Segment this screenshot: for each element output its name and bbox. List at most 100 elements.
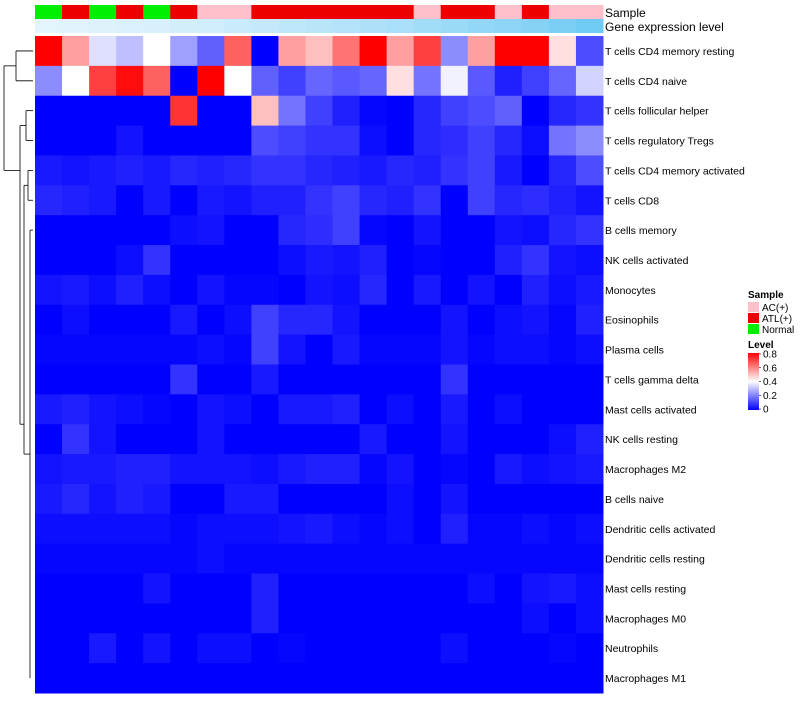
- heatmap-cell: [62, 245, 90, 276]
- heatmap-cell: [35, 603, 63, 634]
- heatmap-cell: [278, 334, 306, 365]
- heatmap-cell: [305, 603, 334, 634]
- heatmap-cell: [35, 245, 63, 276]
- sample-annotation-cell: [575, 5, 604, 19]
- heatmap-cell: [35, 155, 63, 186]
- heatmap-cell: [62, 334, 90, 365]
- heatmap-cell: [494, 245, 523, 276]
- heatmap-cell: [89, 125, 117, 156]
- heatmap-cell: [386, 573, 415, 604]
- heatmap-cell: [332, 304, 361, 336]
- heatmap-cell: [197, 364, 225, 395]
- heatmap-cell: [332, 155, 361, 186]
- heatmap-cell: [494, 483, 523, 515]
- heatmap-cell: [440, 65, 469, 97]
- heatmap-cell: [305, 245, 334, 276]
- heatmap-cell: [359, 274, 388, 306]
- heatmap-cell: [521, 663, 550, 694]
- heatmap-cell: [251, 424, 279, 455]
- heatmap-cell: [521, 424, 550, 455]
- heatmap-cell: [62, 185, 90, 216]
- heatmap-cell: [224, 513, 252, 545]
- heatmap-cell: [224, 274, 252, 306]
- heatmap-cell: [278, 424, 306, 455]
- heatmap-cell: [62, 543, 90, 575]
- annotation-labels: Sample Gene expression level: [605, 6, 724, 34]
- heatmap-cell: [224, 125, 252, 156]
- heatmap-cell: [359, 95, 388, 127]
- heatmap-cell: [35, 633, 63, 664]
- heatmap-cell: [170, 274, 198, 306]
- expression-annotation-cell: [143, 19, 171, 33]
- heatmap-cell: [440, 513, 469, 545]
- sample-annotation-cell: [494, 5, 523, 19]
- heatmap-cell: [413, 274, 442, 306]
- sample-annotation-cell: [467, 5, 496, 19]
- heatmap-cell: [305, 215, 334, 246]
- heatmap-cell: [170, 334, 198, 365]
- row-label: B cells naive: [605, 494, 664, 506]
- sample-annotation-cell: [440, 5, 469, 19]
- heatmap-cell: [143, 424, 171, 455]
- heatmap-cell: [332, 483, 361, 515]
- heatmap-cell: [467, 663, 496, 694]
- heatmap-cell: [440, 155, 469, 186]
- heatmap-cell: [170, 454, 198, 485]
- expression-annotation-cell: [413, 19, 442, 33]
- heatmap-cell: [359, 573, 388, 604]
- heatmap-cell: [89, 603, 117, 634]
- heatmap-cell: [278, 95, 306, 127]
- heatmap-cell: [278, 543, 306, 575]
- heatmap-cell: [143, 155, 171, 186]
- heatmap-cell: [116, 663, 144, 694]
- heatmap-cell: [467, 215, 496, 246]
- row-label: Dendritic cells activated: [605, 524, 715, 536]
- heatmap-cell: [413, 663, 442, 694]
- heatmap-cell: [413, 95, 442, 127]
- heatmap-cell: [305, 155, 334, 186]
- heatmap-cell: [548, 663, 577, 694]
- heatmap-cell: [494, 364, 523, 395]
- heatmap-cell: [548, 454, 577, 485]
- heatmap-cell: [35, 36, 63, 67]
- heatmap-cell: [494, 633, 523, 664]
- heatmap-cell: [35, 543, 63, 575]
- heatmap-cell: [170, 65, 198, 97]
- heatmap-cell: [89, 304, 117, 336]
- heatmap-cell: [224, 454, 252, 485]
- heatmap-cell: [116, 125, 144, 156]
- heatmap-cell: [35, 424, 63, 455]
- heatmap-cell: [89, 633, 117, 664]
- heatmap-cell: [224, 334, 252, 365]
- heatmap-cell: [413, 573, 442, 604]
- heatmap-cell: [89, 215, 117, 246]
- heatmap-cell: [575, 304, 604, 336]
- heatmap-cell: [170, 573, 198, 604]
- heatmap-cell: [278, 573, 306, 604]
- heatmap-cell: [89, 513, 117, 545]
- heatmap-cell: [89, 573, 117, 604]
- column-annotations: [35, 5, 604, 33]
- heatmap-cell: [386, 65, 415, 97]
- heatmap-cell: [224, 304, 252, 336]
- heatmap-cell: [35, 513, 63, 545]
- heatmap-cell: [386, 663, 415, 694]
- expression-annotation-cell: [197, 19, 225, 33]
- heatmap-cell: [575, 454, 604, 485]
- heatmap-cell: [170, 245, 198, 276]
- heatmap-cell: [359, 334, 388, 365]
- expression-annotation-cell: [548, 19, 577, 33]
- heatmap-cell: [278, 454, 306, 485]
- heatmap-cell: [440, 573, 469, 604]
- heatmap-cell: [332, 215, 361, 246]
- expression-annotation-cell: [521, 19, 550, 33]
- heatmap-cell: [575, 95, 604, 127]
- heatmap-cell: [278, 185, 306, 216]
- heatmap-cell: [548, 603, 577, 634]
- heatmap-cell: [197, 304, 225, 336]
- heatmap-cell: [359, 155, 388, 186]
- heatmap-cell: [521, 36, 550, 67]
- heatmap-cell: [224, 185, 252, 216]
- row-label: T cells follicular helper: [605, 106, 709, 118]
- sample-annotation-cell: [521, 5, 550, 19]
